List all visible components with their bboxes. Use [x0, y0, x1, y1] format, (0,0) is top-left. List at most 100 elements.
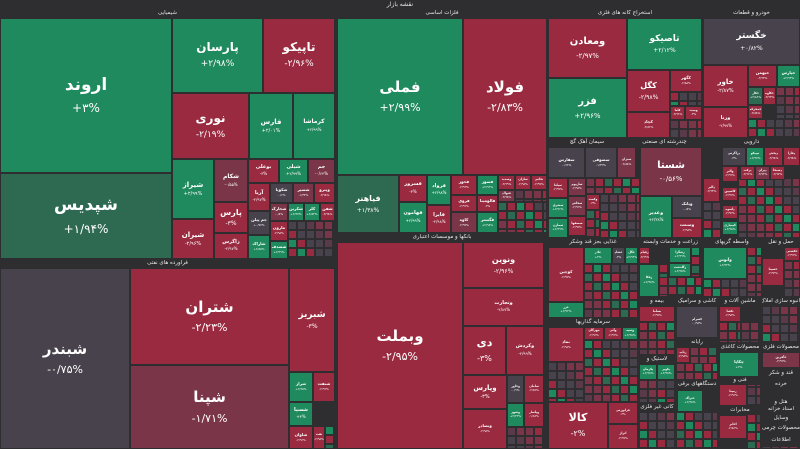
- minor-stock-tile[interactable]: [620, 282, 629, 291]
- minor-stock-tile[interactable]: [792, 232, 800, 238]
- minor-stock-tile[interactable]: [668, 277, 677, 286]
- minor-stock-tile[interactable]: [593, 358, 602, 367]
- stock-tile[interactable]: فسرور -۳%: [399, 175, 427, 202]
- minor-stock-tile[interactable]: [620, 300, 629, 309]
- stock-tile[interactable]: فملی +۲/۹۹%: [337, 18, 463, 175]
- minor-stock-tile[interactable]: [507, 445, 516, 449]
- minor-stock-tile[interactable]: [703, 412, 712, 421]
- minor-stock-tile[interactable]: [780, 306, 789, 315]
- minor-stock-tile[interactable]: [774, 214, 783, 223]
- stock-tile[interactable]: کوچین -۲/۹۷%: [548, 247, 584, 302]
- stock-tile[interactable]: تکشا -۲/۹۸%: [719, 306, 741, 322]
- minor-stock-tile[interactable]: [676, 421, 685, 430]
- stock-tile[interactable]: خاور -۲/۸۷%: [703, 65, 748, 107]
- minor-stock-tile[interactable]: [584, 309, 593, 318]
- minor-stock-tile[interactable]: [789, 324, 798, 333]
- minor-stock-tile[interactable]: [785, 87, 794, 96]
- stock-tile[interactable]: زگلدشت +۲/۹۵%: [669, 263, 691, 277]
- stock-tile[interactable]: کاوه -۲/۹۷%: [451, 212, 477, 233]
- stock-tile[interactable]: سامان -۲/۷۸%: [524, 375, 544, 403]
- stock-tile[interactable]: دفارا -۲/۹۸%: [783, 147, 800, 166]
- stock-tile[interactable]: وپارس -۳%: [463, 375, 507, 409]
- minor-stock-tile[interactable]: [774, 232, 783, 238]
- minor-stock-tile[interactable]: [627, 221, 636, 230]
- stock-tile[interactable]: ختراک +۲/۹۸%: [677, 390, 703, 412]
- minor-stock-tile[interactable]: [324, 248, 333, 257]
- stock-tile[interactable]: سفارس -۰/۶۶%: [548, 147, 585, 178]
- minor-stock-tile[interactable]: [730, 279, 739, 288]
- minor-stock-tile[interactable]: [516, 220, 525, 229]
- stock-tile[interactable]: ورنا -۲/۹۷%: [703, 107, 748, 138]
- minor-stock-tile[interactable]: [498, 220, 507, 229]
- minor-stock-tile[interactable]: [620, 367, 629, 376]
- stock-tile[interactable]: کگهر -۲/۸۸%: [670, 70, 702, 92]
- stock-tile[interactable]: شسپر -۱/۳۷%: [293, 183, 314, 203]
- minor-stock-tile[interactable]: [748, 119, 757, 128]
- minor-stock-tile[interactable]: [766, 119, 775, 128]
- minor-stock-tile[interactable]: [648, 421, 657, 430]
- minor-stock-tile[interactable]: [666, 340, 675, 349]
- minor-stock-tile[interactable]: [595, 187, 604, 194]
- minor-stock-tile[interactable]: [766, 128, 775, 137]
- minor-stock-tile[interactable]: [747, 256, 756, 265]
- minor-stock-tile[interactable]: [676, 412, 685, 421]
- stock-tile[interactable]: شراز +۲/۹۵%: [289, 372, 313, 402]
- minor-stock-tile[interactable]: [794, 87, 800, 96]
- minor-stock-tile[interactable]: [611, 309, 620, 318]
- minor-stock-tile[interactable]: [575, 362, 584, 371]
- minor-stock-tile[interactable]: [636, 194, 640, 203]
- minor-stock-tile[interactable]: [793, 279, 800, 288]
- minor-stock-tile[interactable]: [325, 426, 334, 435]
- minor-stock-tile[interactable]: [657, 322, 666, 331]
- minor-stock-tile[interactable]: [783, 196, 792, 205]
- stock-tile[interactable]: زاگرس -۲/۹۷%: [214, 233, 248, 259]
- minor-stock-tile[interactable]: [498, 211, 507, 220]
- minor-stock-tile[interactable]: [793, 128, 800, 137]
- minor-stock-tile[interactable]: [629, 376, 638, 385]
- minor-stock-tile[interactable]: [703, 202, 712, 211]
- minor-stock-tile[interactable]: [792, 223, 800, 232]
- minor-stock-tile[interactable]: [620, 349, 629, 358]
- minor-stock-tile[interactable]: [783, 178, 792, 187]
- minor-stock-tile[interactable]: [542, 190, 547, 199]
- stock-tile[interactable]: داسوه -۲/۹۲%: [722, 205, 738, 219]
- minor-stock-tile[interactable]: [765, 205, 774, 214]
- minor-stock-tile[interactable]: [593, 340, 602, 349]
- minor-stock-tile[interactable]: [741, 322, 750, 331]
- minor-stock-tile[interactable]: [793, 270, 800, 279]
- stock-tile[interactable]: وصنعت -۲/۹۸%: [672, 218, 702, 238]
- minor-stock-tile[interactable]: [666, 322, 675, 331]
- minor-stock-tile[interactable]: [548, 362, 557, 371]
- stock-tile[interactable]: نفت -۲/۹۸%: [313, 426, 325, 449]
- minor-stock-tile[interactable]: [648, 412, 657, 421]
- minor-stock-tile[interactable]: [789, 315, 798, 324]
- minor-stock-tile[interactable]: [648, 398, 657, 403]
- minor-stock-tile[interactable]: [648, 389, 657, 398]
- stock-tile[interactable]: شسپا +۳%: [289, 402, 313, 426]
- minor-stock-tile[interactable]: [534, 202, 543, 211]
- minor-stock-tile[interactable]: [694, 430, 703, 439]
- minor-stock-tile[interactable]: [629, 394, 638, 402]
- stock-tile[interactable]: زقیام -۲/۹۹%: [639, 247, 650, 264]
- minor-stock-tile[interactable]: [756, 432, 761, 441]
- minor-stock-tile[interactable]: [747, 423, 756, 432]
- minor-stock-tile[interactable]: [794, 96, 800, 105]
- stock-tile[interactable]: فالومینا -۳%: [477, 195, 498, 212]
- minor-stock-tile[interactable]: [747, 396, 756, 405]
- minor-stock-tile[interactable]: [756, 223, 765, 232]
- minor-stock-tile[interactable]: [611, 358, 620, 367]
- minor-stock-tile[interactable]: [750, 331, 759, 340]
- minor-stock-tile[interactable]: [784, 279, 793, 288]
- minor-stock-tile[interactable]: [659, 286, 668, 295]
- minor-stock-tile[interactable]: [785, 96, 794, 105]
- minor-stock-tile[interactable]: [756, 441, 761, 449]
- minor-stock-tile[interactable]: [685, 412, 694, 421]
- stock-tile[interactable]: چکاپا +۳%: [719, 352, 759, 378]
- stock-tile[interactable]: جم -۰/۶۴%: [308, 159, 335, 183]
- minor-stock-tile[interactable]: [774, 196, 783, 205]
- minor-stock-tile[interactable]: [297, 230, 306, 239]
- minor-stock-tile[interactable]: [739, 288, 747, 297]
- minor-stock-tile[interactable]: [516, 427, 525, 436]
- minor-stock-tile[interactable]: [648, 331, 657, 340]
- stock-tile[interactable]: مهرگان -۲/۹۶%: [584, 327, 604, 340]
